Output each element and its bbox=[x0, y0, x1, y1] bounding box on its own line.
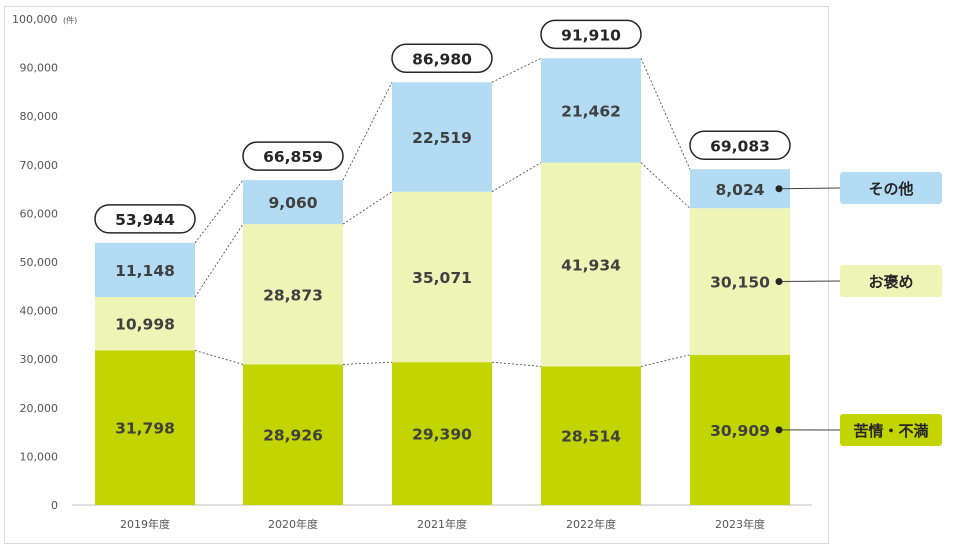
y-tick-label: 40,000 bbox=[20, 305, 59, 318]
y-tick-label: 70,000 bbox=[20, 159, 59, 172]
connector-line bbox=[194, 179, 244, 244]
bar-other bbox=[392, 82, 492, 192]
bar-other bbox=[690, 169, 790, 209]
bar-praise bbox=[243, 224, 343, 365]
data-label: 28,926 bbox=[263, 427, 323, 445]
y-tick-label: 30,000 bbox=[20, 353, 59, 366]
y-tick-label: 0 bbox=[51, 499, 58, 512]
legend-leader-praise bbox=[778, 280, 841, 283]
data-label: 11,148 bbox=[115, 262, 175, 280]
legend-leader-other-dot bbox=[775, 185, 783, 193]
data-label: 22,519 bbox=[412, 129, 472, 147]
data-label: 21,462 bbox=[561, 102, 621, 120]
data-label: 10,998 bbox=[115, 316, 175, 334]
total-pill bbox=[242, 141, 344, 171]
bar-other bbox=[243, 180, 343, 225]
data-label: 35,071 bbox=[412, 269, 472, 287]
x-tick-label: 2020年度 bbox=[268, 517, 318, 531]
x-tick-label: 2022年度 bbox=[566, 517, 616, 531]
data-label: 28,514 bbox=[561, 428, 621, 446]
bar-praise bbox=[95, 297, 195, 351]
data-label: 29,390 bbox=[412, 426, 472, 444]
x-tick-label: 2021年度 bbox=[417, 517, 467, 531]
legend-leader-complaint-dot bbox=[775, 426, 783, 434]
connector-line bbox=[342, 82, 393, 181]
total-label: 91,910 bbox=[561, 26, 621, 44]
connector-line bbox=[194, 350, 244, 365]
y-tick-label: 50,000 bbox=[20, 256, 59, 269]
connector-line bbox=[640, 354, 691, 367]
bar-complaint bbox=[95, 350, 195, 505]
data-label: 41,934 bbox=[561, 257, 621, 275]
legend-complaint-label: 苦情・不満 bbox=[853, 421, 929, 440]
data-label: 31,798 bbox=[115, 420, 175, 438]
bar-praise bbox=[690, 208, 790, 355]
bar-complaint bbox=[541, 366, 641, 505]
bar-other bbox=[95, 242, 195, 298]
total-pill bbox=[689, 130, 791, 161]
legend-praise: お褒め bbox=[840, 265, 942, 297]
y-tick-label: 10,000 bbox=[20, 450, 59, 463]
bar-praise bbox=[392, 191, 492, 363]
legend-leader-other bbox=[778, 187, 841, 190]
data-label: 28,873 bbox=[263, 286, 323, 304]
connector-line bbox=[491, 361, 542, 367]
y-tick-label: 90,000 bbox=[20, 62, 59, 75]
y-tick-label: 60,000 bbox=[20, 207, 59, 220]
total-label: 53,944 bbox=[115, 211, 175, 229]
total-pill bbox=[391, 43, 493, 74]
legend-other-label: その他 bbox=[868, 179, 914, 198]
connector-line bbox=[491, 57, 542, 83]
data-label: 30,909 bbox=[710, 422, 770, 440]
data-label: 30,150 bbox=[710, 274, 770, 292]
bar-praise bbox=[541, 162, 641, 367]
y-unit-label: 100,000 bbox=[12, 13, 58, 26]
y-tick-label: 20,000 bbox=[20, 402, 59, 415]
connector-line bbox=[194, 223, 244, 298]
y-unit-suffix: (件) bbox=[63, 15, 77, 25]
total-label: 66,859 bbox=[263, 148, 323, 166]
data-label: 8,024 bbox=[715, 181, 764, 199]
legend-complaint: 苦情・不満 bbox=[840, 414, 942, 446]
legend-other: その他 bbox=[840, 172, 942, 204]
x-tick-label: 2019年度 bbox=[120, 517, 170, 531]
total-label: 86,980 bbox=[412, 50, 472, 68]
legend-praise-label: お褒め bbox=[868, 272, 914, 291]
connector-line bbox=[342, 361, 393, 365]
connector-line bbox=[640, 58, 691, 170]
bar-other bbox=[541, 58, 641, 163]
data-label: 9,060 bbox=[268, 194, 317, 212]
x-tick-label: 2023年度 bbox=[715, 517, 765, 531]
connector-line bbox=[342, 191, 393, 225]
total-pill bbox=[94, 204, 196, 234]
total-pill bbox=[540, 19, 642, 50]
legend-leader-praise-dot bbox=[775, 278, 783, 286]
bar-complaint bbox=[392, 362, 492, 505]
y-tick-label: 80,000 bbox=[20, 110, 59, 123]
bar-complaint bbox=[243, 364, 343, 505]
bar-complaint bbox=[690, 354, 790, 505]
connector-line bbox=[640, 162, 691, 209]
connector-line bbox=[491, 162, 542, 193]
total-label: 69,083 bbox=[710, 137, 770, 155]
